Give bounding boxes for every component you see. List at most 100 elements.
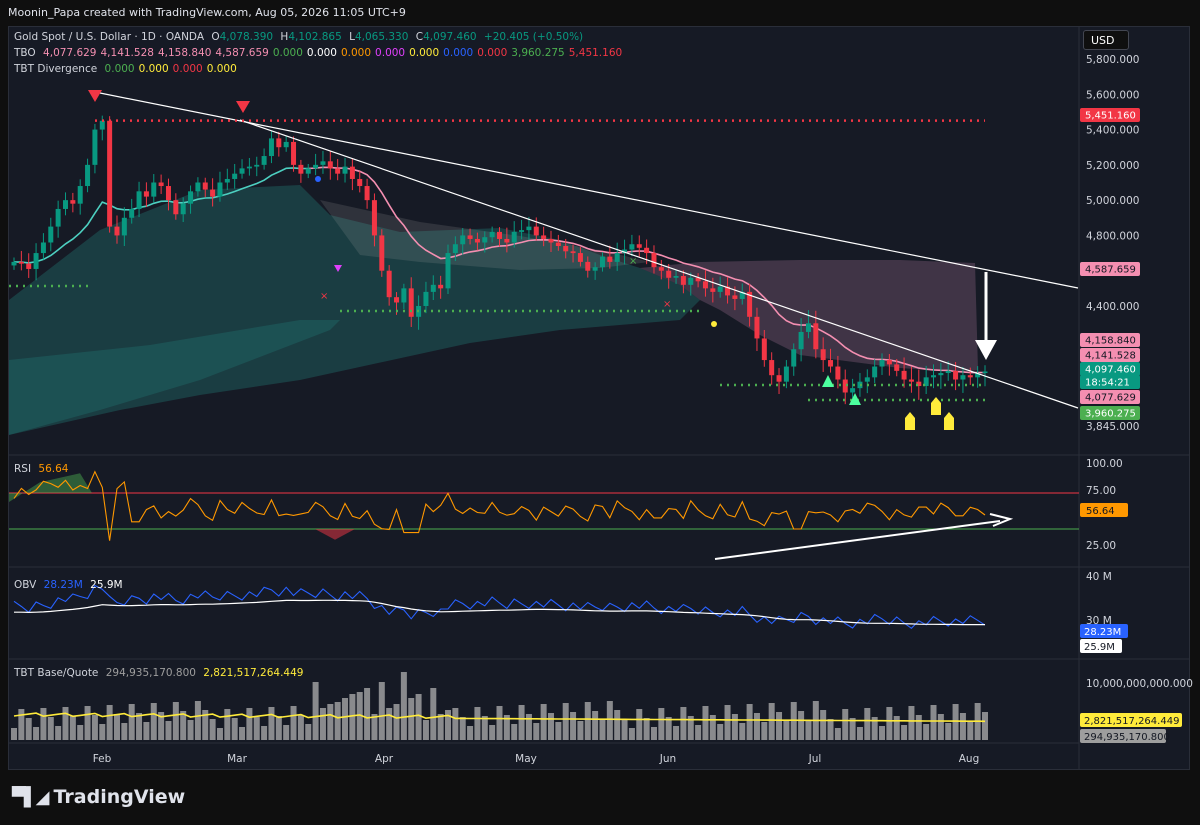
price-axis-label: 5,000.000 <box>1086 195 1139 207</box>
obv-label[interactable]: OBV <box>14 579 37 591</box>
volume-bar <box>11 728 17 740</box>
base-quote-v1: 294,935,170.800 <box>105 667 196 679</box>
divergence-label[interactable]: TBT Divergence <box>14 63 98 75</box>
change-label: +20.405 (+0.50%) <box>483 31 584 43</box>
candle <box>555 242 561 247</box>
tbo-fast-line <box>13 167 309 264</box>
volume-bar <box>55 726 62 740</box>
obv-line <box>13 584 986 630</box>
bull-cloud-inner <box>9 320 340 435</box>
volume-bar <box>445 710 452 740</box>
candle <box>62 200 68 209</box>
candle <box>629 244 635 250</box>
legend-rsi: RSI 56.64 <box>14 463 72 475</box>
candle <box>879 360 885 367</box>
candle <box>268 138 274 157</box>
legend_tbo-value-4: 0.000 <box>272 47 303 59</box>
candle <box>857 381 863 389</box>
volume-bar <box>555 722 562 740</box>
candle <box>577 253 583 262</box>
volume-bar <box>224 709 231 740</box>
price-tag <box>1080 362 1140 376</box>
volume-bar <box>577 721 584 740</box>
volume-bar <box>908 706 915 740</box>
volume-bar <box>753 713 760 740</box>
obv-ma-line <box>14 599 985 626</box>
rsi-tag-label: 56.64 <box>1086 506 1115 517</box>
price-tag <box>1080 348 1140 362</box>
volume-bar <box>864 708 871 740</box>
candle <box>872 366 878 378</box>
volume-bar <box>776 712 783 740</box>
up-arrow-icon <box>905 412 915 430</box>
candle <box>438 284 444 289</box>
price-axis-label: 5,200.000 <box>1086 160 1139 172</box>
price-axis-label: 5,400.000 <box>1086 125 1139 137</box>
tradingview-brand[interactable]: ▀▌◢ TradingView <box>12 786 185 808</box>
candle <box>33 253 39 269</box>
obv-ma-value: 25.9M <box>90 579 123 591</box>
candle <box>960 375 966 380</box>
currency-button[interactable]: USD <box>1083 30 1129 50</box>
candle <box>636 244 642 248</box>
divergence-triangle-icon <box>334 265 342 272</box>
volume-bar <box>459 717 466 740</box>
candle <box>945 370 951 374</box>
candle <box>798 331 804 350</box>
volume-bar <box>650 727 657 740</box>
rsi-label[interactable]: RSI <box>14 463 32 475</box>
base-quote-v2: 2,821,517,264.449 <box>203 667 304 679</box>
candle <box>121 217 127 236</box>
symbol-label[interactable]: Gold Spot / U.S. Dollar · 1D · OANDA <box>14 31 205 43</box>
volume-bar <box>768 703 775 740</box>
candle <box>460 235 466 245</box>
candle <box>702 281 708 289</box>
rsi-axis-label: 75.00 <box>1086 485 1116 497</box>
legend-base-quote: TBT Base/Quote 294,935,170.800 2,821,517… <box>14 667 307 679</box>
volume-bar <box>820 710 827 740</box>
candle <box>864 377 870 382</box>
rsi-arrow-head-icon <box>989 513 1014 527</box>
price-tag-bg <box>1080 333 1140 347</box>
price-tag-label: 4,097.460 <box>1085 365 1136 376</box>
volume-bar <box>540 704 547 740</box>
volume-bar <box>680 707 687 740</box>
volume-bar <box>128 704 135 740</box>
candles <box>11 115 988 405</box>
candle <box>570 251 576 254</box>
volume-bar <box>393 704 400 740</box>
candle <box>739 291 745 299</box>
candle <box>202 182 208 190</box>
base-quote-label[interactable]: TBT Base/Quote <box>14 667 99 679</box>
candle <box>813 323 819 350</box>
candle <box>283 141 289 148</box>
low-label: L4,065.330 <box>349 31 409 43</box>
candle <box>541 235 547 239</box>
volume-bar <box>342 698 349 740</box>
candle <box>291 141 297 165</box>
candle <box>489 231 495 238</box>
volume-bar <box>231 718 238 740</box>
volume-bar <box>312 682 319 740</box>
candle <box>445 253 451 289</box>
volume-bar <box>422 720 429 740</box>
volume-bar <box>408 698 415 740</box>
price-axis-label: 4,800.000 <box>1086 230 1139 242</box>
volume-bar <box>386 708 393 740</box>
candle <box>953 370 959 380</box>
candle <box>975 373 981 378</box>
tbo-label[interactable]: TBO <box>14 47 36 59</box>
volume-bar <box>503 715 510 740</box>
volume-bar <box>628 728 635 740</box>
volume-bar <box>216 728 223 740</box>
volume-bar <box>452 708 459 740</box>
candle <box>165 186 171 201</box>
legend_tbo-value-11: 3,960.275 <box>511 47 565 59</box>
price-tag-bg <box>1080 348 1140 362</box>
legend_div-value-1: 0.000 <box>138 63 169 75</box>
candle <box>725 286 731 296</box>
volume-tag-bg <box>1080 729 1166 743</box>
price-tag <box>1080 262 1140 276</box>
price-tag-label: 4,587.659 <box>1085 265 1136 276</box>
